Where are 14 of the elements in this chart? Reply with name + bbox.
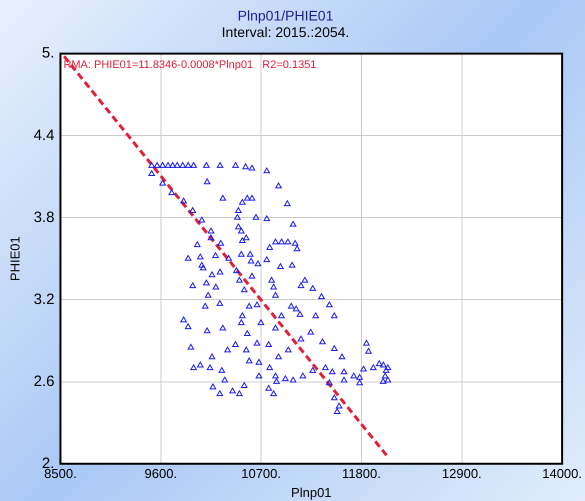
chart-subtitle: Interval: 2015.:2054. xyxy=(222,24,350,40)
y-axis-title: PHIE01 xyxy=(7,236,22,282)
y-tick-label: 5. xyxy=(42,44,54,62)
chart-title: Plnp01/PHIE01 xyxy=(238,7,334,24)
y-tick-label: 3.8 xyxy=(34,208,54,226)
y-tick-label: 2.6 xyxy=(34,372,54,390)
y-tick-label: 4.4 xyxy=(34,126,54,144)
y-tick-label: 3.2 xyxy=(34,290,54,308)
x-tick-label: 10700. xyxy=(241,466,281,482)
x-axis-title: Plnp01 xyxy=(291,484,332,500)
x-tick-label: 9600. xyxy=(144,466,178,482)
x-tick-label: 14000. xyxy=(542,466,582,482)
x-tick-label: 11800. xyxy=(342,466,381,482)
x-tick-label: 12900. xyxy=(442,466,482,482)
